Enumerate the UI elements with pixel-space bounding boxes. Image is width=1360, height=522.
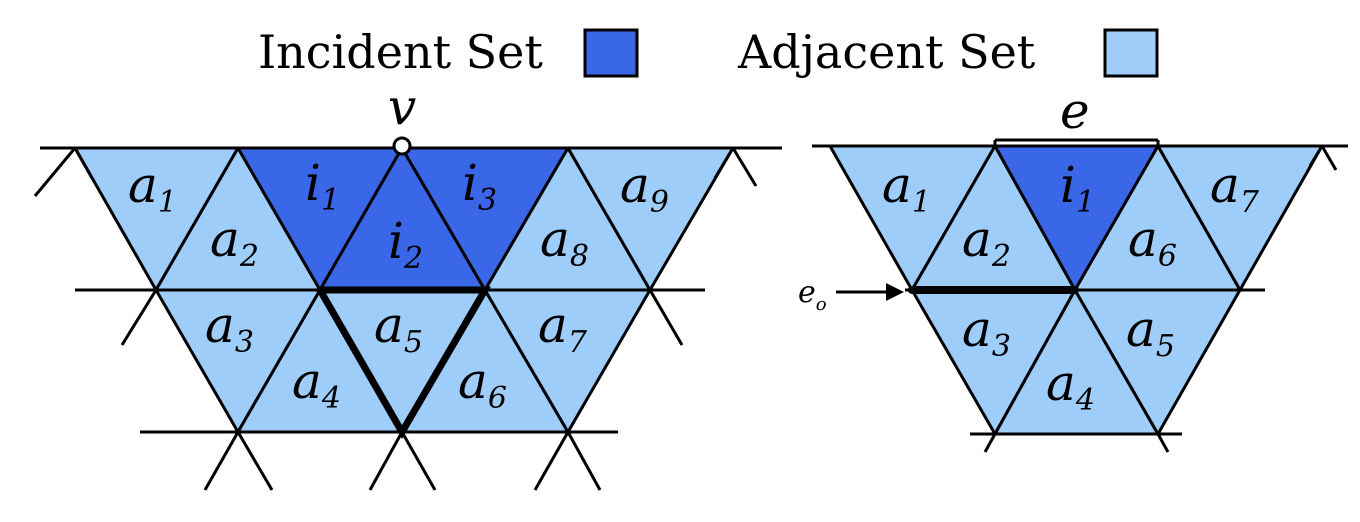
legend-incident-swatch <box>585 30 637 76</box>
legend-incident-label: Incident Set <box>258 25 543 79</box>
right-eo-label: eo <box>798 275 827 315</box>
right-eo-arrow <box>836 283 904 301</box>
left-vertex-label: v <box>388 78 416 136</box>
right-edge-label: e <box>1060 82 1090 140</box>
legend: Incident Set Adjacent Set <box>258 25 1157 79</box>
legend-adjacent-swatch <box>1105 30 1157 76</box>
legend-adjacent-label: Adjacent Set <box>737 25 1036 79</box>
left-diagram: v a1 a2 i1 i2 i3 a8 a9 a3 a4 a5 a6 a7 <box>35 78 782 490</box>
left-vertex-v <box>394 138 410 154</box>
right-diagram: e eo a1 a2 i1 a6 a7 a3 a4 a5 <box>798 82 1348 452</box>
